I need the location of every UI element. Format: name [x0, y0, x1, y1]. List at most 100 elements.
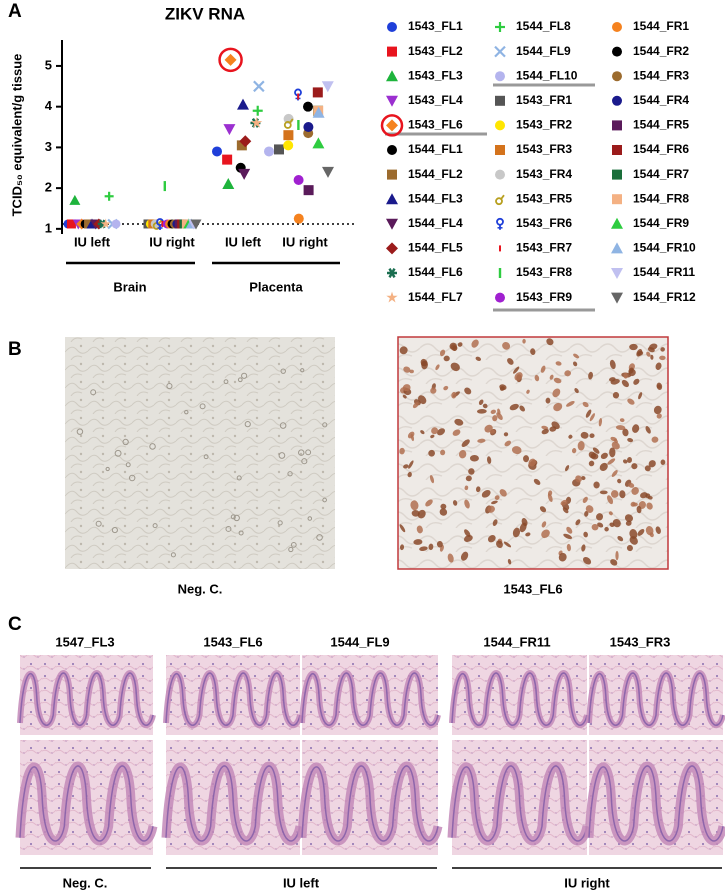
marker-part: [312, 106, 325, 118]
stained-cell: [476, 409, 487, 414]
data-point: [111, 219, 121, 229]
marker-part: [84, 219, 94, 229]
legend-marker: [386, 218, 398, 230]
stained-cell: [499, 384, 507, 391]
stained-cell: [420, 430, 425, 435]
legend-marker: [387, 145, 397, 155]
stained-cell: [522, 338, 526, 344]
marker-part: [224, 53, 237, 66]
data-point: [264, 146, 274, 157]
stained-cell: [477, 438, 486, 443]
stained-cell: [419, 546, 428, 551]
marker-part: [612, 145, 622, 155]
panel-label: B: [8, 339, 22, 360]
marker-part: [499, 245, 501, 252]
marker-part: [283, 140, 294, 151]
stained-cell: [629, 343, 638, 351]
stained-cell: [541, 425, 549, 430]
legend-marker: [495, 145, 505, 155]
stained-cell: [617, 535, 624, 542]
stained-cell: [615, 425, 626, 431]
stained-cell: [645, 493, 651, 499]
stained-cell: [496, 540, 503, 548]
legend-marker: [387, 22, 397, 32]
data-point: [297, 119, 300, 130]
marker-part: [66, 219, 76, 229]
marker-part: [612, 194, 622, 205]
cell: [230, 514, 236, 520]
cell: [111, 527, 118, 534]
stained-cell: [481, 490, 491, 498]
stained-cell: [461, 439, 470, 448]
stained-cell: [565, 465, 570, 472]
image-label: 1543_FL6: [203, 634, 262, 649]
stained-cell: [464, 387, 472, 395]
stained-cell: [633, 378, 640, 385]
stained-cell: [409, 369, 414, 374]
stained-cell: [625, 520, 632, 526]
stained-cell: [631, 487, 639, 495]
cell: [278, 452, 286, 459]
stained-cell: [609, 522, 615, 528]
data-point: [163, 181, 166, 192]
stained-cell: [443, 385, 449, 391]
marker-part: [293, 174, 304, 185]
data-point: [297, 93, 300, 100]
stained-cell: [573, 361, 578, 367]
stained-cell: [648, 460, 656, 468]
stained-cell: [655, 526, 661, 534]
stained-cell: [558, 552, 567, 562]
legend-marker: [612, 194, 622, 205]
data-point: [237, 98, 249, 110]
stained-cell: [417, 509, 426, 519]
stained-cell: [627, 456, 632, 463]
x-tick-label: IU right: [149, 234, 195, 249]
legend-marker: [386, 95, 398, 107]
stained-cell: [425, 499, 433, 507]
legend-label: 1543_FR7: [516, 241, 572, 255]
stained-cell: [463, 534, 473, 542]
stained-cell: [627, 437, 634, 443]
stained-cell: [645, 426, 651, 434]
stained-cell: [428, 449, 435, 457]
stained-cell: [581, 544, 586, 552]
data-point: [69, 194, 81, 205]
legend-marker: [611, 268, 623, 279]
legend-marker: [387, 268, 397, 278]
stained-cell: [659, 355, 666, 361]
panel-label: A: [8, 1, 22, 22]
cell: [125, 462, 131, 468]
stained-cell: [452, 345, 458, 351]
legend-label: 1544_FR9: [633, 216, 689, 230]
stained-cell: [465, 475, 472, 482]
legend-label: 1544_FL6: [408, 265, 463, 279]
stained-cell: [549, 426, 557, 432]
cell: [236, 475, 242, 481]
x-tick-label: IU left: [225, 234, 262, 249]
cell: [166, 383, 173, 390]
marker-part: [612, 71, 622, 82]
cell: [279, 422, 287, 429]
data-point: [104, 191, 114, 201]
marker-part: [303, 101, 313, 112]
data-point: [236, 140, 247, 151]
stained-cell: [482, 403, 488, 409]
stained-cell: [573, 353, 580, 359]
stained-cell: [610, 559, 618, 566]
marker-part: [495, 145, 505, 155]
marker-part: [297, 119, 300, 130]
stained-cell: [598, 417, 603, 427]
stained-cell: [399, 544, 405, 551]
y-tick-label: 2: [45, 180, 52, 195]
legend-marker: [612, 46, 622, 57]
data-point: [312, 137, 325, 149]
stained-cell: [615, 550, 619, 561]
data-point: [222, 154, 233, 165]
stained-cell: [607, 495, 614, 505]
stained-cell: [487, 535, 496, 543]
stained-cell: [541, 428, 549, 435]
stained-cell: [439, 349, 446, 357]
stained-cell: [563, 533, 573, 540]
marker-part: [264, 146, 274, 157]
